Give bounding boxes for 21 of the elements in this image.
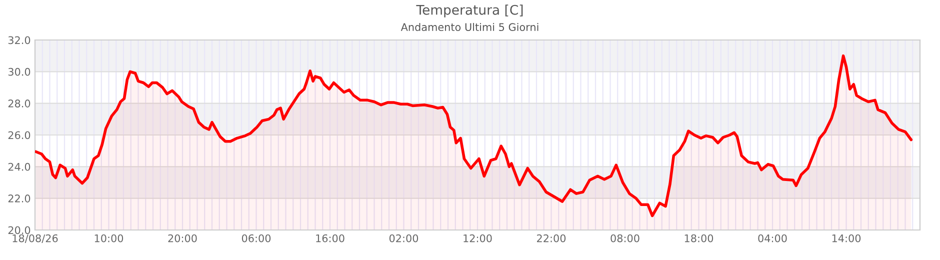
x-tick-label: 18/08/26 (12, 234, 58, 244)
x-tick-label: 06:00 (242, 234, 271, 242)
x-tick-label: 18:00 (684, 234, 714, 242)
y-tick-label: 26.0 (8, 131, 30, 140)
x-tick-label: 02:00 (389, 234, 418, 242)
y-tick-label: 28.0 (8, 100, 30, 108)
x-tick-label: 04:00 (758, 234, 787, 242)
y-tick-label: 30.0 (8, 68, 30, 76)
y-tick-label: 20.0 (8, 226, 30, 234)
chart-title: Temperatura [C] (416, 4, 523, 18)
y-tick-label: 22.0 (8, 194, 30, 202)
x-tick-label: 16:00 (316, 234, 344, 242)
y-tick-label: 32.0 (8, 36, 30, 44)
y-tick-label: 24.0 (8, 162, 30, 171)
x-tick-label: 20:00 (168, 234, 197, 242)
x-tick-label: 08:00 (610, 234, 640, 242)
x-tick-label: 22:00 (537, 234, 566, 242)
x-tick-label: 12:00 (464, 234, 492, 242)
x-tick-label: 10:00 (94, 234, 124, 242)
x-tick-label: 14:00 (832, 234, 861, 242)
chart-subtitle: Andamento Ultimi 5 Giorni (400, 22, 538, 32)
